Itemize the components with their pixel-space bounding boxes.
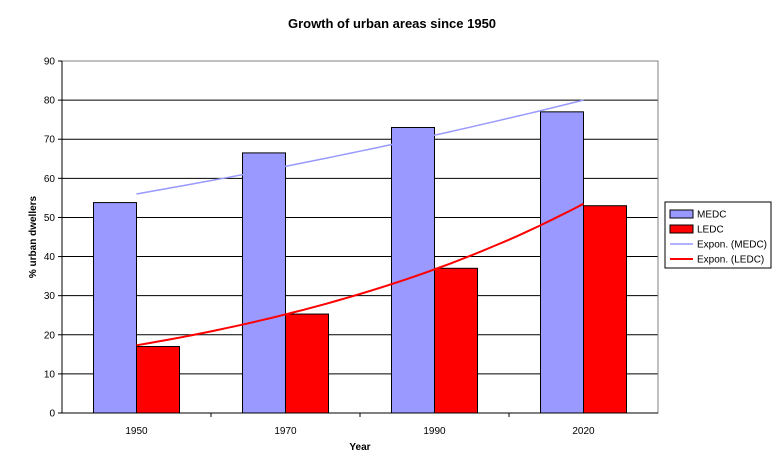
trendline-exponmedc: [136, 99, 584, 195]
x-axis: 1950 1970 1990 2020: [62, 412, 658, 437]
y-tick-label: 10: [44, 369, 56, 380]
bar-medc-1970: [242, 152, 286, 414]
y-tick-label: 90: [44, 57, 56, 68]
legend-label: Expon. (MEDC): [697, 240, 767, 251]
gridlines: [62, 99, 658, 375]
x-tick-label: 2020: [572, 426, 595, 437]
y-tick-label: 60: [44, 174, 56, 185]
legend: MEDC LEDC Expon. (MEDC) Expon. (LEDC): [664, 201, 772, 269]
bar-ledc-1990: [434, 267, 478, 414]
y-tick-label: 20: [44, 330, 56, 341]
legend-swatch: [669, 224, 694, 234]
legend-label: LEDC: [697, 225, 724, 236]
bar-medc-1950: [93, 202, 137, 414]
y-tick-label: 70: [44, 135, 56, 146]
x-tick-label: 1970: [274, 426, 297, 437]
y-tick-label: 80: [44, 96, 56, 107]
trendline-exponledc: [136, 202, 584, 347]
bars: [93, 111, 627, 414]
legend-label: Expon. (LEDC): [697, 255, 764, 266]
bar-ledc-1970: [285, 313, 329, 414]
bar-ledc-2020: [583, 205, 627, 414]
x-axis-title: Year: [349, 442, 370, 453]
y-axis-title: % urban dwellers: [28, 195, 39, 278]
y-tick-label: 30: [44, 291, 56, 302]
bar-ledc-1950: [136, 346, 180, 414]
x-tick-label: 1990: [423, 426, 446, 437]
y-tick-label: 0: [49, 409, 55, 420]
bar-medc-1990: [391, 126, 435, 414]
y-tick-label: 40: [44, 252, 56, 263]
legend-label: MEDC: [697, 210, 726, 221]
x-tick-label: 1950: [125, 426, 148, 437]
legend-swatch: [669, 209, 694, 219]
y-tick-label: 50: [44, 213, 56, 224]
y-axis: 0 10 20 30 40 50 60 70 80 90: [44, 57, 63, 420]
bar-medc-2020: [540, 111, 584, 414]
chart-title: Growth of urban areas since 1950: [288, 16, 496, 31]
trendlines: [136, 99, 584, 347]
